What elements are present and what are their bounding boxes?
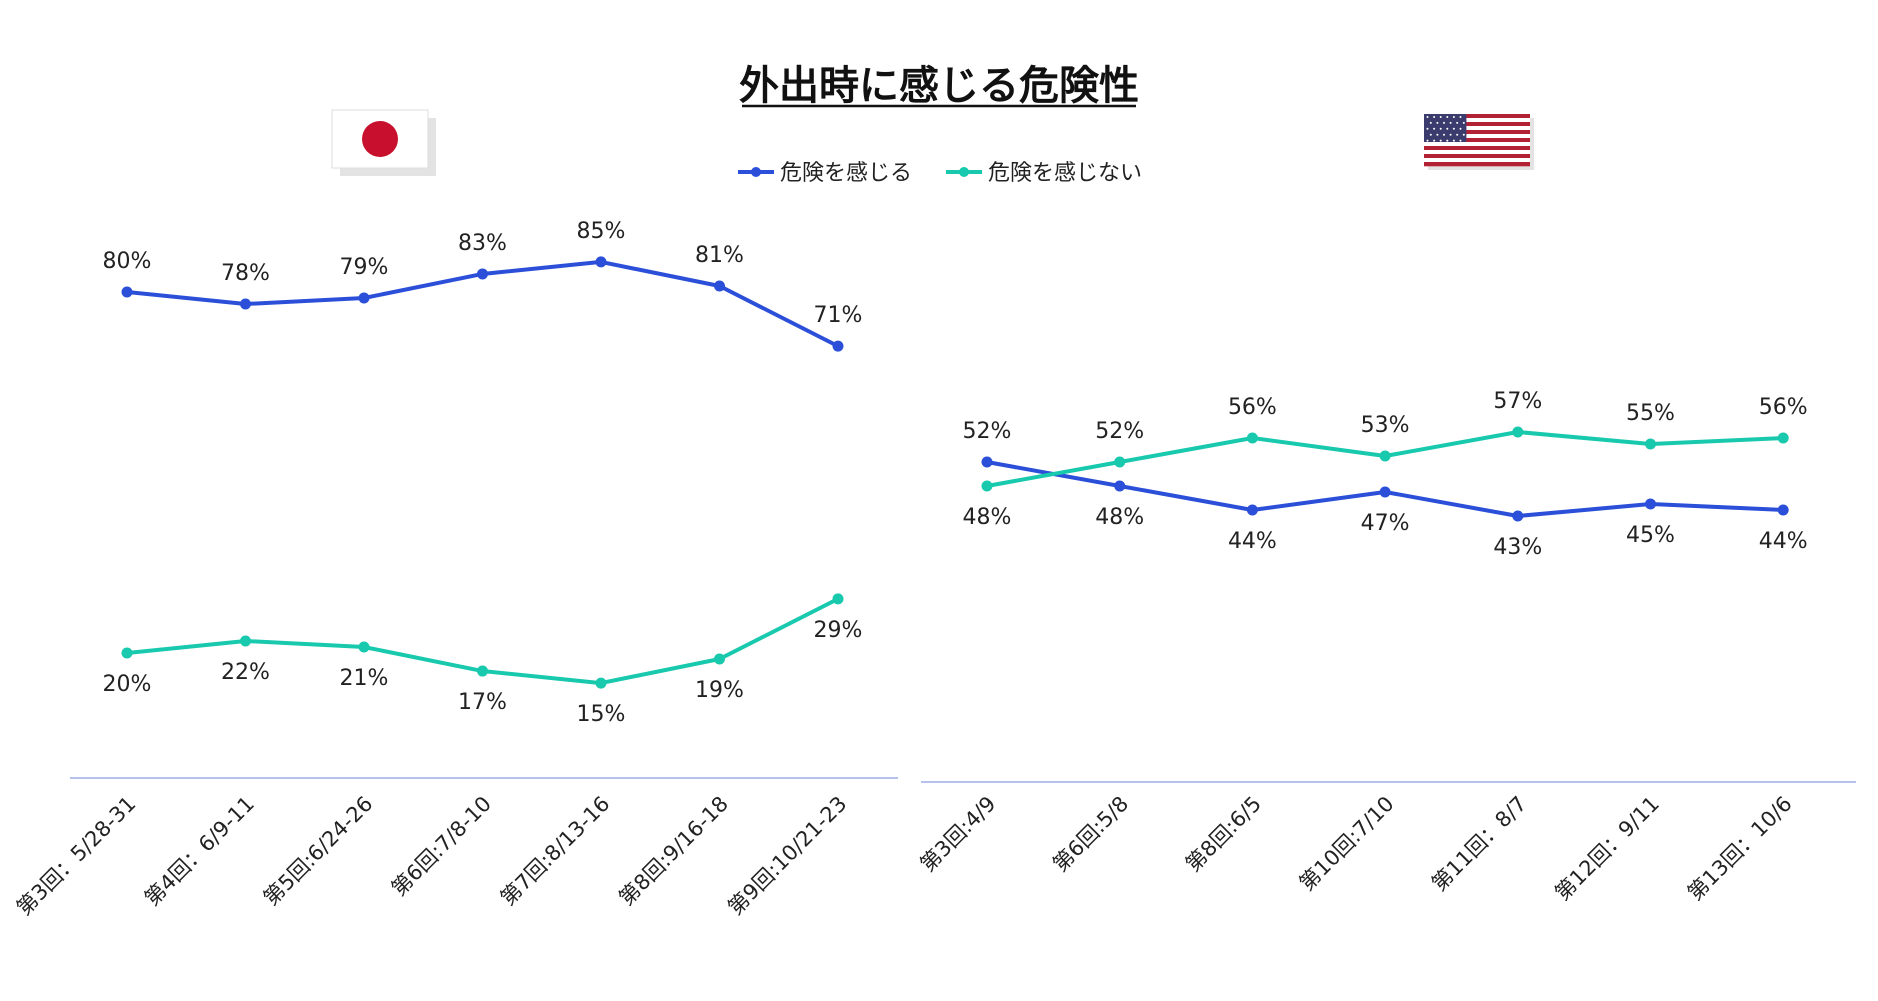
japan-flag-icon <box>331 109 436 176</box>
usa-data-label: 44% <box>1759 529 1808 554</box>
legend-item-feel-danger: 危険を感じる <box>738 161 912 186</box>
usa-data-label: 47% <box>1361 511 1410 536</box>
usa-data-point <box>1114 456 1126 468</box>
usa-data-label: 56% <box>1759 395 1808 420</box>
usa-x-tick-label: 第12回：9/11 <box>1550 792 1664 906</box>
japan-data-label: 21% <box>340 666 389 691</box>
japan-data-point <box>714 653 725 665</box>
japan-data-point <box>832 340 844 352</box>
usa-data-label: 56% <box>1228 395 1277 420</box>
usa-x-tick-label: 第13回：10/6 <box>1683 792 1797 906</box>
usa-data-label: 53% <box>1361 413 1410 438</box>
japan-data-label: 20% <box>103 672 152 697</box>
usa-x-tick-label: 第8回:6/5 <box>1181 792 1266 877</box>
japan-data-label: 17% <box>458 690 507 715</box>
usa-data-point <box>1645 438 1656 450</box>
japan-data-point <box>121 647 133 659</box>
usa-data-point <box>1512 510 1524 522</box>
legend-label-feel-danger: 危険を感じる <box>780 161 912 186</box>
japan-line-chart: 80% 78% 79% 83% 85% 81% 71% 20% 22% 21% 17% 15% 19% 2… <box>12 219 862 920</box>
japan-data-label: 80% <box>103 249 152 274</box>
usa-data-label: 43% <box>1493 535 1542 560</box>
usa-data-label: 52% <box>963 419 1012 444</box>
legend-label-no-danger: 危険を感じない <box>988 161 1142 186</box>
usa-data-point <box>1777 504 1789 516</box>
japan-data-label: 15% <box>577 702 626 727</box>
usa-flag-icon <box>1424 114 1534 170</box>
usa-data-point <box>981 456 993 468</box>
japan-x-tick-label: 第5回:6/24-26 <box>259 792 378 911</box>
usa-data-point <box>981 480 993 492</box>
japan-data-label: 22% <box>221 660 270 685</box>
usa-line-chart: 52% 48% 44% 47% 43% 45% 44% 48% 52% 56% 53% 57% 55% 5… <box>916 389 1808 905</box>
japan-data-label: 85% <box>577 219 626 244</box>
japan-x-tick-label: 第6回:7/8-10 <box>387 792 496 901</box>
japan-data-point <box>240 298 251 310</box>
japan-data-label: 79% <box>340 255 389 280</box>
usa-data-point <box>1246 432 1258 444</box>
usa-data-label: 48% <box>963 505 1012 530</box>
usa-data-label: 48% <box>1095 505 1144 530</box>
chart-title: 外出時に感じる危険性 <box>739 63 1139 109</box>
usa-data-label: 57% <box>1493 389 1542 414</box>
usa-data-label: 44% <box>1228 529 1277 554</box>
japan-data-label: 29% <box>814 618 863 643</box>
japan-data-point <box>595 256 607 268</box>
usa-data-label: 45% <box>1626 523 1675 548</box>
usa-data-point <box>1777 432 1789 444</box>
usa-x-tick-label: 第10回:7/10 <box>1295 792 1399 896</box>
japan-data-point <box>477 268 488 280</box>
japan-data-point <box>595 677 607 689</box>
legend: 危険を感じる 危険を感じない <box>738 161 1142 186</box>
usa-data-point <box>1645 498 1656 510</box>
japan-data-label: 19% <box>695 678 744 703</box>
usa-data-point <box>1246 504 1258 516</box>
japan-data-label: 81% <box>695 243 744 268</box>
usa-data-point <box>1512 426 1524 438</box>
usa-data-point <box>1379 450 1391 462</box>
japan-data-point <box>714 280 725 292</box>
japan-data-point <box>121 286 133 298</box>
japan-x-tick-label: 第8回:9/16-18 <box>614 792 733 911</box>
japan-data-point <box>240 635 251 647</box>
usa-x-tick-label: 第6回:5/8 <box>1048 792 1133 877</box>
japan-x-tick-label: 第9回:10/21-23 <box>723 792 851 920</box>
japan-data-label: 83% <box>458 231 507 256</box>
japan-data-point <box>477 665 488 677</box>
japan-data-point <box>358 641 370 653</box>
japan-x-tick-label: 第3回：5/28-31 <box>12 792 141 921</box>
legend-item-no-danger: 危険を感じない <box>946 161 1142 186</box>
japan-data-point <box>832 593 844 605</box>
usa-data-point <box>1114 480 1126 492</box>
japan-x-tick-label: 第4回：6/9-11 <box>140 792 259 911</box>
usa-data-point <box>1379 486 1391 498</box>
japan-data-point <box>358 292 370 304</box>
usa-data-label: 52% <box>1095 419 1144 444</box>
usa-x-tick-label: 第3回:4/9 <box>916 792 1001 877</box>
japan-x-tick-label: 第7回:8/13-16 <box>496 792 615 911</box>
japan-data-label: 78% <box>221 261 270 286</box>
japan-data-label: 71% <box>814 303 863 328</box>
usa-x-tick-label: 第11回：8/7 <box>1427 792 1531 896</box>
usa-data-label: 55% <box>1626 401 1675 426</box>
